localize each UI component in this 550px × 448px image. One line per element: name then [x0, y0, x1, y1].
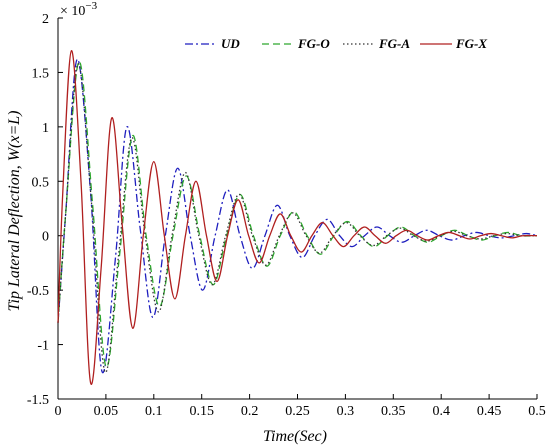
series-layer: [57, 50, 538, 385]
x-tick-label: 0: [55, 404, 62, 419]
legend-label-ud: UD: [221, 36, 240, 51]
series-line-fg-o: [57, 60, 538, 368]
y-multiplier-base: × 10: [60, 4, 85, 19]
x-axis-title: Time(Sec): [263, 428, 327, 445]
x-tick-label: 0.35: [381, 404, 406, 419]
x-tick-label: 0.45: [477, 404, 502, 419]
y-tick-label: 2: [42, 12, 49, 27]
y-tick-label: -1: [37, 339, 49, 354]
y-tick-label: 1: [42, 121, 49, 136]
x-tick-label: 0.1: [145, 404, 163, 419]
series-line-fg-x: [57, 50, 538, 385]
legend-label-fg-x: FG-X: [455, 36, 487, 51]
legend-label-fg-a: FG-A: [378, 36, 410, 51]
series-line-ud: [57, 58, 538, 374]
y-multiplier-exponent: −3: [85, 0, 97, 12]
y-tick-label: -1.5: [27, 393, 49, 408]
y-axis-title: Tip Lateral Deflection, W(x=L): [6, 111, 23, 312]
y-multiplier-label: × 10−3: [60, 0, 98, 19]
legend-label-fg-o: FG-O: [297, 36, 330, 51]
x-tick-label: 0.3: [337, 404, 355, 419]
y-tick-label: 0: [42, 230, 49, 245]
x-tick-label: 0.2: [241, 404, 259, 419]
series-line-fg-a: [57, 63, 538, 373]
x-tick-label: 0.15: [189, 404, 214, 419]
axes: 0 0.05 0.1 0.15 0.2 0.25 0.3 0.35 0.4 0.45 0.5 -1.5…: [27, 12, 546, 419]
x-tick-label: 0.5: [528, 404, 546, 419]
x-tick-label: 0.05: [94, 404, 119, 419]
y-tick-label: 1.5: [32, 66, 50, 81]
y-tick-label: -0.5: [27, 284, 49, 299]
legend: UD FG-O FG-A FG-X: [185, 36, 487, 51]
y-tick-label: 0.5: [32, 175, 50, 190]
x-tick-label: 0.4: [432, 404, 450, 419]
x-tick-label: 0.25: [285, 404, 310, 419]
